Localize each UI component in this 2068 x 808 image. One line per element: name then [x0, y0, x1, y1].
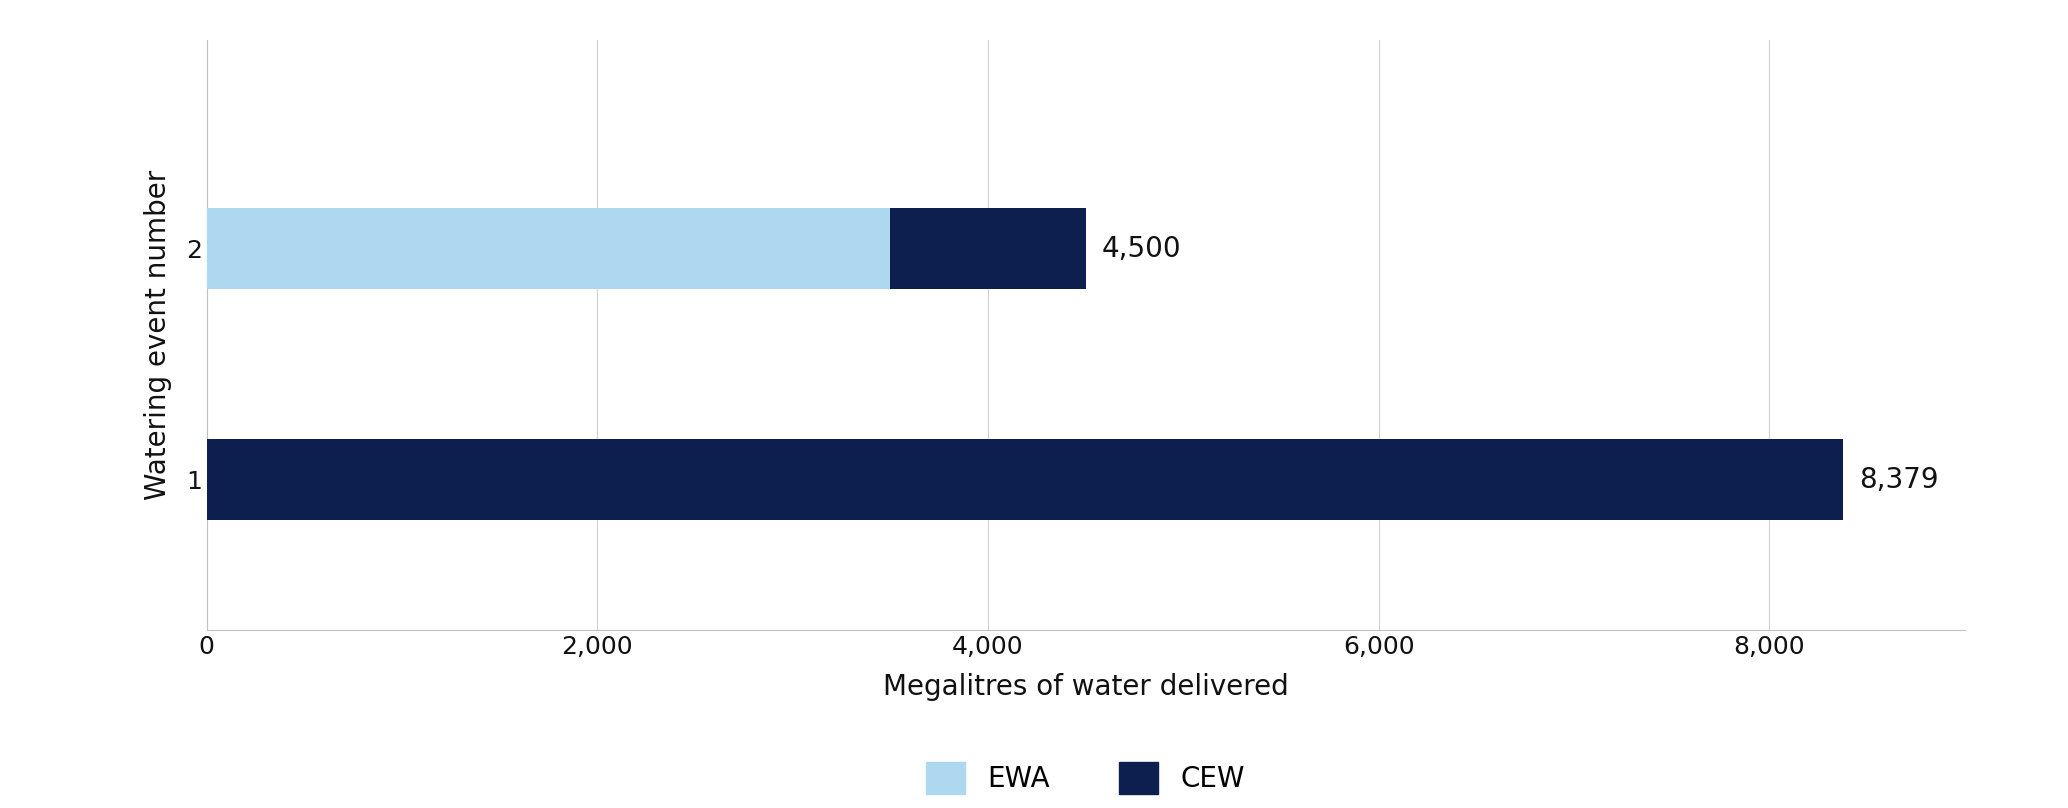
Bar — [891, 208, 1086, 289]
Legend: EWA, CEW: EWA, CEW — [916, 751, 1255, 805]
Y-axis label: Watering event number: Watering event number — [145, 170, 172, 500]
Bar — [207, 208, 891, 289]
Text: 4,500: 4,500 — [1102, 234, 1181, 263]
Text: 8,379: 8,379 — [1859, 466, 1938, 494]
Bar — [207, 440, 1843, 520]
X-axis label: Megalitres of water delivered: Megalitres of water delivered — [883, 673, 1288, 701]
